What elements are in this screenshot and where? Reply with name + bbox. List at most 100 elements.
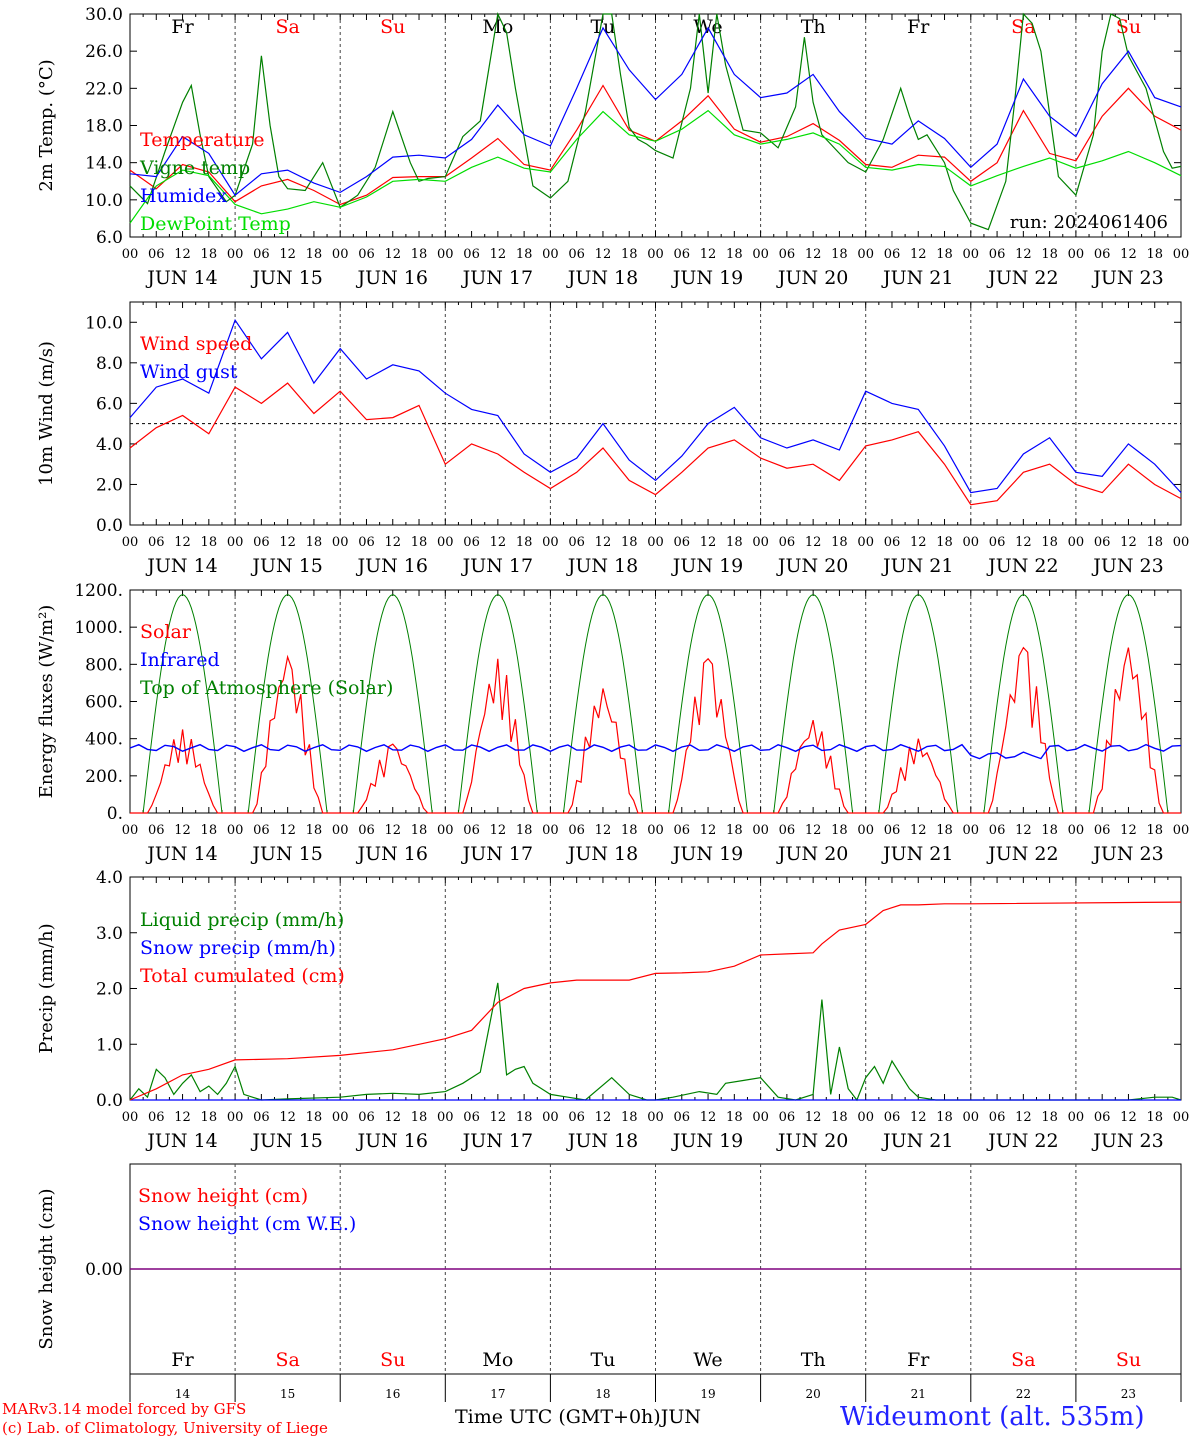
hour-tick-label: 18 <box>201 247 218 262</box>
y-axis-label: 10m Wind (m/s) <box>36 341 57 486</box>
series-vigne-temp <box>129 12 1182 231</box>
y-tick-label: 18.0 <box>85 117 123 137</box>
y-tick-label: 2.0 <box>96 980 123 1000</box>
date-label: JUN 16 <box>356 1130 428 1152</box>
date-label: JUN 22 <box>986 267 1058 289</box>
hour-tick-label: 06 <box>358 1110 375 1125</box>
hour-tick-label: 06 <box>568 1110 585 1125</box>
hour-tick-label: 12 <box>805 1110 822 1125</box>
y-tick-label: 3.0 <box>96 924 123 944</box>
hour-tick-label: 00 <box>542 823 559 838</box>
hour-tick-label: 00 <box>1173 535 1190 550</box>
y-tick-label: 400. <box>85 730 123 750</box>
hour-tick-label: 18 <box>831 247 848 262</box>
hour-tick-label: 18 <box>1041 535 1058 550</box>
date-label: JUN 17 <box>461 1130 533 1152</box>
hour-tick-label: 06 <box>1094 535 1111 550</box>
hour-tick-label: 00 <box>752 535 769 550</box>
hour-tick-label: 18 <box>411 823 428 838</box>
hour-tick-label: 12 <box>910 1110 927 1125</box>
series-wind-speed <box>129 382 1182 506</box>
hour-tick-label: 06 <box>253 1110 270 1125</box>
legend-entry: Total cumulated (cm) <box>140 965 345 987</box>
date-label: JUN 20 <box>776 555 848 577</box>
hour-tick-label: 12 <box>595 247 612 262</box>
weekday-label: Su <box>1116 1349 1141 1371</box>
hour-tick-label: 06 <box>989 535 1006 550</box>
hour-tick-label: 12 <box>384 535 401 550</box>
hour-tick-label: 06 <box>358 823 375 838</box>
hour-tick-label: 12 <box>910 535 927 550</box>
series-humidex <box>129 26 1182 197</box>
xaxis-title-text: Time UTC (GMT+0h) <box>455 1406 661 1428</box>
hour-tick-label: 00 <box>1068 535 1085 550</box>
day-number-label: 23 <box>1121 1387 1136 1401</box>
hour-tick-label: 06 <box>148 823 165 838</box>
hour-tick-label: 12 <box>595 823 612 838</box>
hour-tick-label: 06 <box>989 823 1006 838</box>
day-number-label: 19 <box>700 1387 715 1401</box>
run-label: run: 2024061406 <box>1010 212 1168 233</box>
hour-tick-label: 12 <box>174 823 191 838</box>
y-tick-label: 6.0 <box>96 228 123 248</box>
day-number-label: 17 <box>490 1387 505 1401</box>
weekday-label: Fr <box>171 16 194 38</box>
y-tick-label: 600. <box>85 693 123 713</box>
hour-tick-label: 06 <box>253 823 270 838</box>
date-label: JUN 17 <box>461 267 533 289</box>
series-dewpoint-temp <box>129 109 1182 224</box>
date-label: JUN 15 <box>250 555 322 577</box>
day-number-label: 15 <box>280 1387 295 1401</box>
hour-tick-label: 12 <box>174 535 191 550</box>
legend-entry: Snow precip (mm/h) <box>140 937 336 959</box>
date-label: JUN 21 <box>881 1130 953 1152</box>
date-label: JUN 20 <box>776 843 848 865</box>
hour-tick-label: 06 <box>674 247 691 262</box>
hour-tick-label: 06 <box>148 1110 165 1125</box>
legend-entry: Temperature <box>140 129 264 151</box>
weekday-label: Su <box>380 1349 405 1371</box>
hour-tick-label: 06 <box>1094 823 1111 838</box>
hour-tick-label: 06 <box>989 1110 1006 1125</box>
hour-tick-label: 00 <box>122 1110 139 1125</box>
date-label: JUN 18 <box>566 843 638 865</box>
hour-tick-label: 00 <box>1173 1110 1190 1125</box>
day-number-label: 14 <box>175 1387 191 1401</box>
hour-tick-label: 00 <box>647 823 664 838</box>
date-label: JUN 18 <box>566 555 638 577</box>
date-label: JUN 16 <box>356 843 428 865</box>
y-tick-label: 1000. <box>74 618 123 638</box>
hour-tick-label: 12 <box>384 247 401 262</box>
date-label: JUN 15 <box>250 843 322 865</box>
date-label: JUN 20 <box>776 1130 848 1152</box>
hour-tick-label: 00 <box>437 1110 454 1125</box>
hour-tick-label: 06 <box>674 535 691 550</box>
y-tick-label: 10.0 <box>85 191 123 211</box>
weekday-label: Fr <box>171 1349 194 1371</box>
hour-tick-label: 06 <box>674 823 691 838</box>
hour-tick-label: 06 <box>568 823 585 838</box>
hour-tick-label: 18 <box>411 247 428 262</box>
hour-tick-label: 18 <box>726 1110 743 1125</box>
y-tick-label: 2.0 <box>96 475 123 495</box>
date-label: JUN 19 <box>671 843 743 865</box>
hour-tick-label: 18 <box>516 535 533 550</box>
y-tick-label: 4.0 <box>96 435 123 455</box>
hour-tick-label: 12 <box>910 823 927 838</box>
hour-tick-label: 00 <box>122 247 139 262</box>
y-tick-label: 14.0 <box>85 154 123 174</box>
y-tick-label: 0.00 <box>85 1260 123 1280</box>
date-label: JUN 20 <box>776 267 848 289</box>
model-credit-line2: (c) Lab. of Climatology, University of L… <box>2 1419 328 1437</box>
hour-tick-label: 00 <box>857 247 874 262</box>
hour-tick-label: 06 <box>253 247 270 262</box>
hour-tick-label: 00 <box>227 247 244 262</box>
hour-tick-label: 06 <box>884 247 901 262</box>
hour-tick-label: 12 <box>700 535 717 550</box>
date-label: JUN 23 <box>1091 267 1163 289</box>
hour-tick-label: 18 <box>726 535 743 550</box>
hour-tick-label: 12 <box>805 247 822 262</box>
hour-tick-label: 12 <box>1015 535 1032 550</box>
y-tick-label: 8.0 <box>96 354 123 374</box>
